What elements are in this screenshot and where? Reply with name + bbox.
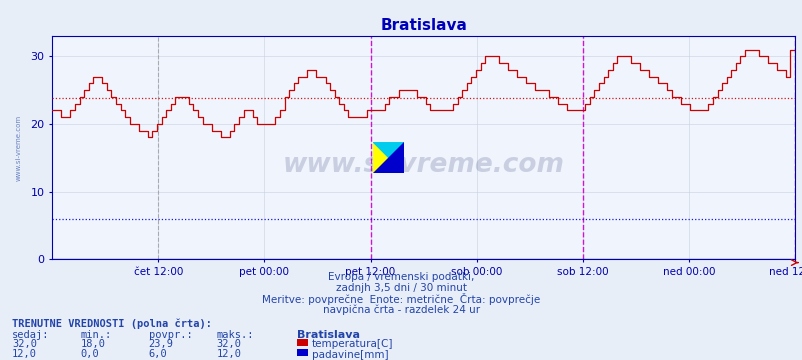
Text: 18,0: 18,0 <box>80 339 105 350</box>
Text: 32,0: 32,0 <box>217 339 241 350</box>
Title: Bratislava: Bratislava <box>379 18 467 33</box>
Text: zadnjh 3,5 dni / 30 minut: zadnjh 3,5 dni / 30 minut <box>335 283 467 293</box>
Text: 6,0: 6,0 <box>148 349 167 359</box>
Polygon shape <box>373 142 403 173</box>
Text: Bratislava: Bratislava <box>297 330 359 340</box>
Text: TRENUTNE VREDNOSTI (polna črta):: TRENUTNE VREDNOSTI (polna črta): <box>12 319 212 329</box>
Text: navpična črta - razdelek 24 ur: navpična črta - razdelek 24 ur <box>322 304 480 315</box>
Text: maks.:: maks.: <box>217 330 254 340</box>
Text: www.si-vreme.com: www.si-vreme.com <box>16 114 22 181</box>
Text: Evropa / vremenski podatki,: Evropa / vremenski podatki, <box>328 272 474 282</box>
Text: 23,9: 23,9 <box>148 339 173 350</box>
Text: 12,0: 12,0 <box>217 349 241 359</box>
Text: www.si-vreme.com: www.si-vreme.com <box>282 152 564 179</box>
Text: povpr.:: povpr.: <box>148 330 192 340</box>
Text: 0,0: 0,0 <box>80 349 99 359</box>
Text: 32,0: 32,0 <box>12 339 37 350</box>
Polygon shape <box>373 142 403 173</box>
Polygon shape <box>373 142 403 173</box>
Text: temperatura[C]: temperatura[C] <box>311 339 392 350</box>
Text: padavine[mm]: padavine[mm] <box>311 350 387 360</box>
Text: sedaj:: sedaj: <box>12 330 50 340</box>
Text: 12,0: 12,0 <box>12 349 37 359</box>
Text: min.:: min.: <box>80 330 111 340</box>
Text: Meritve: povprečne  Enote: metrične  Črta: povprečje: Meritve: povprečne Enote: metrične Črta:… <box>262 293 540 305</box>
